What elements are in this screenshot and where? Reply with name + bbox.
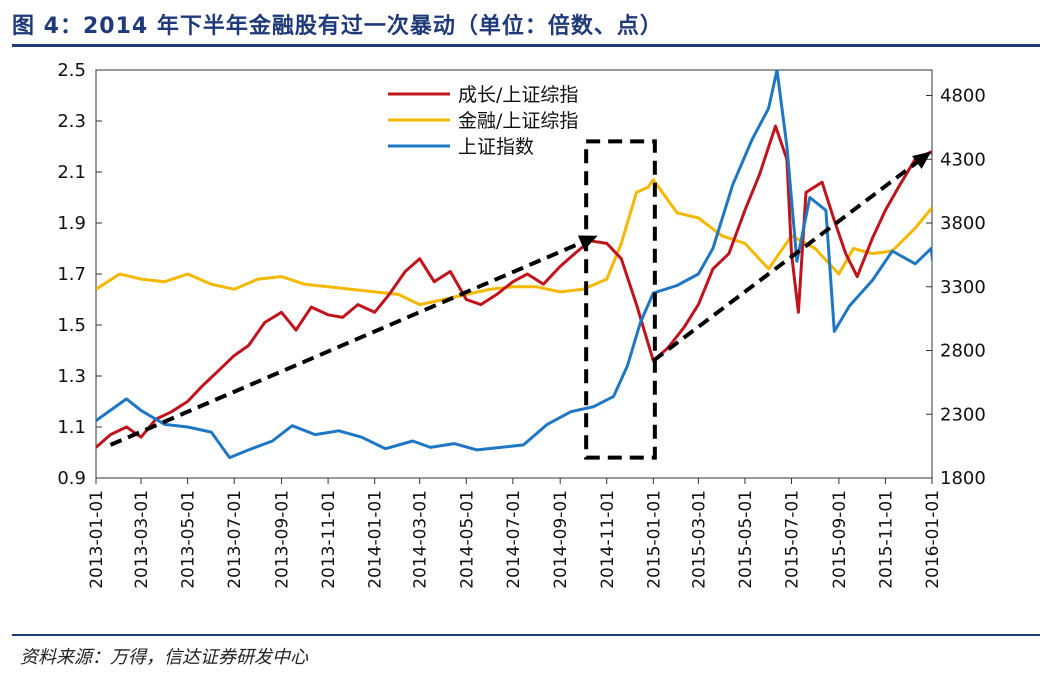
- x-tick-label: 2013-03-01: [132, 490, 152, 589]
- trend-arrow-line-1: [652, 160, 919, 363]
- y-left-tick-label: 1.5: [57, 315, 86, 336]
- y-left-tick-label: 1.3: [57, 366, 86, 387]
- x-tick-label: 2016-01-01: [923, 490, 943, 589]
- y-right-tick-label: 2300: [940, 404, 986, 425]
- y-right-tick-label: 4800: [940, 86, 986, 107]
- y-left-tick-label: 1.7: [57, 264, 86, 285]
- x-tick-label: 2014-11-01: [598, 490, 618, 589]
- legend-label-1: 金融/上证综指: [458, 110, 578, 132]
- y-right-tick-label: 2800: [940, 341, 986, 362]
- chart-title: 图 4：2014 年下半年金融股有过一次暴动（单位：倍数、点）: [12, 14, 663, 39]
- y-right-tick-label: 3800: [940, 213, 986, 234]
- y-left-tick-label: 1.1: [57, 417, 86, 438]
- y-right-tick-label: 3300: [940, 277, 986, 298]
- highlight-box: [584, 139, 657, 460]
- x-tick-label: 2014-07-01: [504, 490, 524, 589]
- legend-label-0: 成长/上证综指: [458, 84, 578, 106]
- legend-label-2: 上证指数: [458, 136, 534, 158]
- trend-arrow-head-0: [577, 235, 598, 251]
- x-tick-label: 2015-11-01: [876, 490, 896, 589]
- trend-arrow-head-1: [912, 151, 932, 169]
- x-tick-label: 2014-05-01: [457, 490, 477, 589]
- x-tick-label: 2014-09-01: [551, 490, 571, 589]
- y-left-tick-label: 1.9: [57, 213, 86, 234]
- chart-svg: 0.9 1.1 1.3 1.5 1.7 1.9 2.1 2.3 2.5 1800 2300 2800 3…: [57, 60, 986, 589]
- x-tick-label: 2013-05-01: [179, 490, 199, 589]
- x-tick-label: 2015-07-01: [783, 490, 803, 589]
- series-line-2: [96, 70, 932, 460]
- x-tick-label: 2015-03-01: [689, 490, 709, 589]
- y-left-tick-label: 2.3: [57, 111, 86, 132]
- x-tick-label: 2013-07-01: [225, 490, 245, 589]
- y-left-tick-label: 2.5: [57, 60, 86, 81]
- x-tick-label: 2015-01-01: [644, 490, 664, 589]
- x-tick-label: 2015-05-01: [736, 490, 756, 589]
- source-note: 资料来源：万得，信达证券研发中心: [20, 647, 308, 668]
- x-tick-label: 2013-01-01: [87, 490, 107, 589]
- y-left-tick-label: 2.1: [57, 162, 86, 183]
- x-tick-label: 2014-03-01: [411, 490, 431, 589]
- y-right-tick-label: 1800: [940, 468, 986, 489]
- series-line-0: [96, 124, 932, 449]
- y-left-tick-label: 0.9: [57, 468, 86, 489]
- x-tick-label: 2013-11-01: [319, 490, 339, 589]
- x-tick-label: 2015-09-01: [830, 490, 850, 589]
- footer-rule: [12, 634, 1040, 636]
- trend-arrow-line-0: [109, 241, 582, 447]
- y-right-tick-label: 4300: [940, 149, 986, 170]
- x-tick-label: 2013-09-01: [273, 490, 293, 589]
- header-rule: [12, 44, 1040, 47]
- x-tick-label: 2014-01-01: [366, 490, 386, 589]
